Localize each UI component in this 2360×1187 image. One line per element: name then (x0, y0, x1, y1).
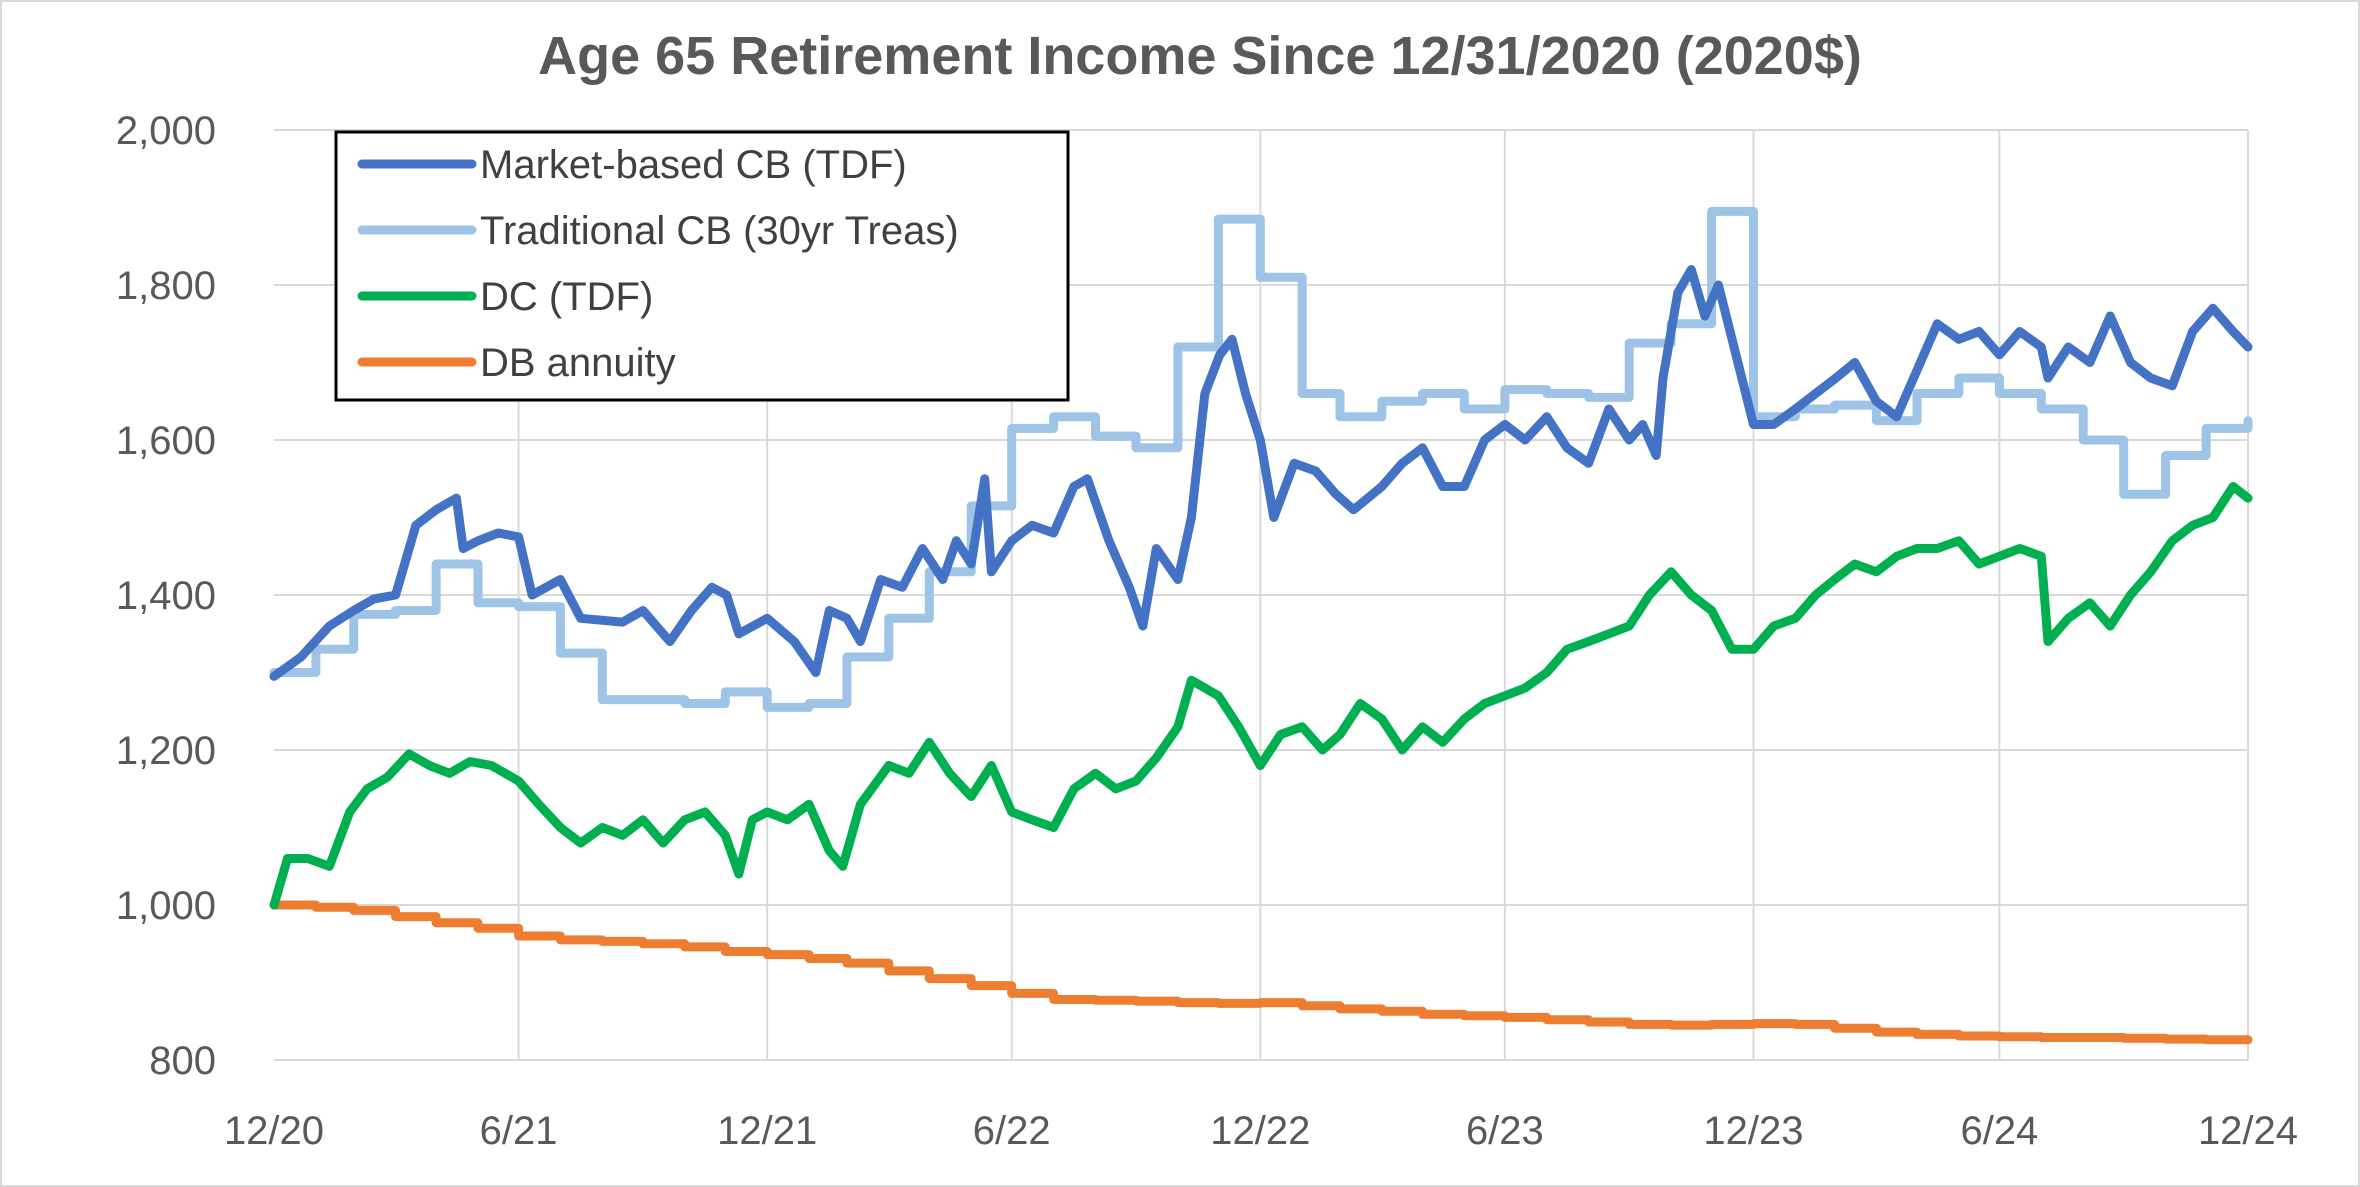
chart-title: Age 65 Retirement Income Since 12/31/202… (538, 26, 1862, 86)
x-tick-label: 12/24 (2198, 1109, 2298, 1153)
legend-box (334, 130, 1070, 402)
y-tick-label: 1,000 (116, 884, 216, 928)
x-tick-label: 6/22 (973, 1109, 1051, 1153)
y-tick-label: 1,600 (116, 419, 216, 463)
legend-label: DC (TDF) (480, 275, 653, 319)
y-tick-label: 800 (149, 1039, 216, 1083)
series-lines (269, 206, 2253, 1045)
legend-label: DB annuity (480, 341, 676, 385)
x-tick-label: 12/20 (224, 1109, 324, 1153)
x-tick-label: 12/22 (1210, 1109, 1310, 1153)
x-tick-label: 6/24 (1960, 1109, 2038, 1153)
x-tick-label: 12/23 (1703, 1109, 1803, 1153)
series-line-traditional-cb-30yr-treas (269, 206, 2253, 712)
legend: Market-based CB (TDF) Traditional CB (30y… (334, 130, 1070, 402)
series-line-dc-tdf (269, 482, 2253, 910)
y-tick-label: 2,000 (116, 109, 216, 153)
series-line-market-based-cb-tdf (269, 265, 2253, 681)
x-tick-label: 6/21 (480, 1109, 558, 1153)
x-axis: 12/20 6/21 12/21 6/22 12/22 6/23 12/23 6/24 12/2… (224, 1059, 2298, 1153)
series-line-db-annuity (269, 900, 2253, 1045)
legend-label: Traditional CB (30yr Treas) (480, 209, 959, 253)
y-axis: 800 1,000 1,200 1,400 1,600 1,800 2,000 (116, 109, 216, 1083)
y-tick-label: 1,800 (116, 264, 216, 308)
legend-label: Market-based CB (TDF) (480, 143, 907, 187)
y-tick-label: 1,400 (116, 574, 216, 618)
x-tick-label: 6/23 (1466, 1109, 1544, 1153)
y-tick-label: 1,200 (116, 729, 216, 773)
x-tick-label: 12/21 (717, 1109, 817, 1153)
